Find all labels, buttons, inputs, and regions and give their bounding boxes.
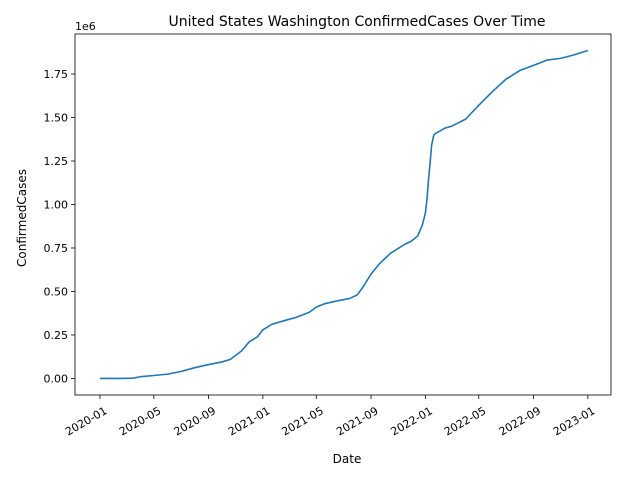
y-tick-label: 1.50 [44, 112, 69, 125]
y-tick-label: 1.25 [44, 155, 69, 168]
y-tick-label: 0.75 [44, 242, 69, 255]
y-axis-ticks: 0.00 0.25 0.50 0.75 1.00 1.25 1.50 1.75 [44, 68, 75, 385]
y-tick-label: 0.25 [44, 329, 69, 342]
series-line-0 [99, 49, 589, 380]
y-tick-label: 0.50 [44, 285, 69, 298]
y-tick-label: 0.00 [44, 372, 69, 385]
y-tick-label: 1.00 [44, 198, 69, 211]
chart-title: United States Washington ConfirmedCases … [168, 14, 545, 30]
y-axis-label: ConfirmedCases [15, 169, 29, 267]
y-tick-label: 1.75 [44, 68, 69, 81]
axes-frame [74, 33, 612, 396]
plot-area [99, 49, 589, 380]
x-axis-label: Date [333, 452, 362, 466]
y-axis-offset-label: 1e6 [75, 20, 96, 33]
